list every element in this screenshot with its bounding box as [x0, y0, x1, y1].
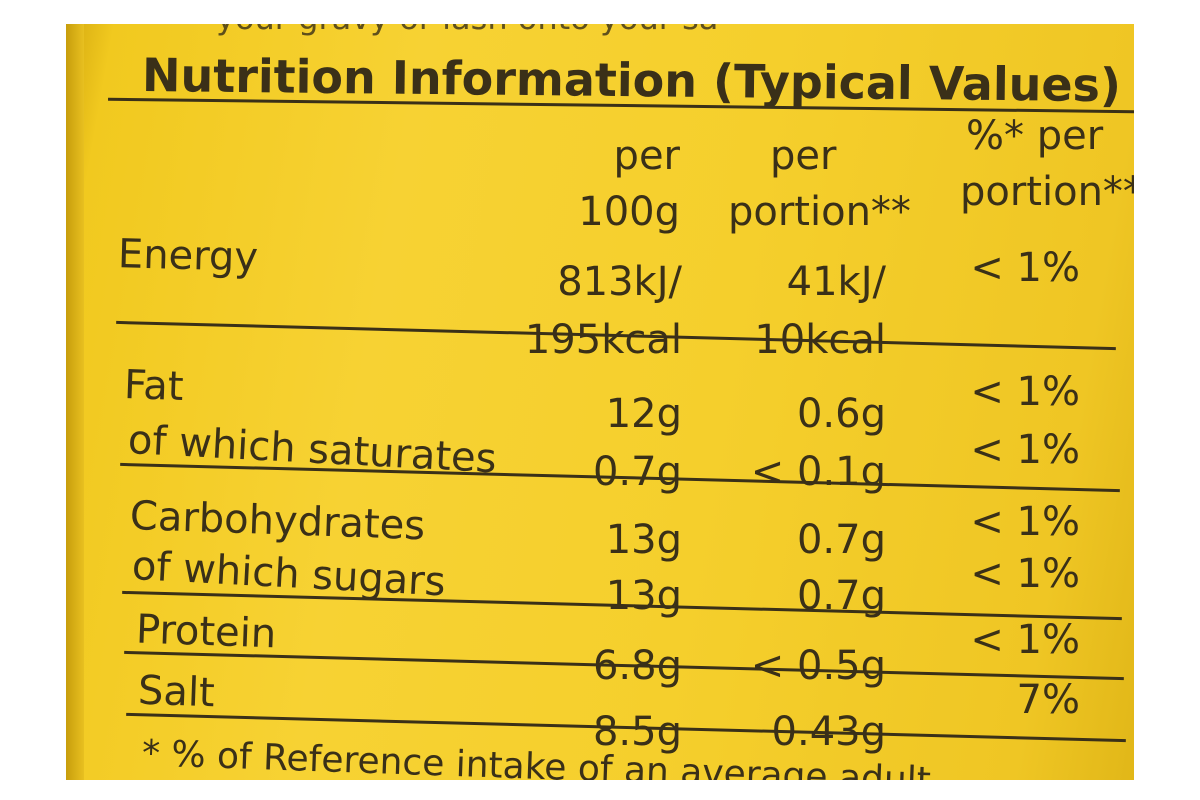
- energy-pct: < 1%: [970, 245, 1080, 291]
- row-name-carbohydrates: Carbohydrates: [129, 493, 426, 550]
- energy-portion-kj: 41kJ/: [786, 259, 886, 305]
- sugars-portion: 0.7g: [796, 573, 886, 619]
- fat-per100: 12g: [605, 391, 682, 437]
- saturates-portion: < 0.1g: [750, 449, 886, 495]
- row-name-salt: Salt: [137, 667, 216, 717]
- salt-portion: 0.43g: [771, 709, 886, 755]
- energy-portion-kcal: 10kcal: [754, 317, 886, 363]
- header-per-portion-line2: portion**: [728, 189, 911, 235]
- header-pct-line1: %* per: [966, 113, 1104, 159]
- salt-per100: 8.5g: [592, 709, 682, 755]
- row-name-energy: Energy: [117, 231, 259, 281]
- sugars-pct: < 1%: [970, 551, 1080, 597]
- carbohydrates-pct: < 1%: [970, 499, 1080, 545]
- header-per-portion-line1: per: [770, 133, 837, 179]
- saturates-per100: 0.7g: [592, 449, 682, 495]
- protein-per100: 6.8g: [592, 643, 682, 689]
- row-name-fat: Fat: [123, 361, 185, 411]
- fat-pct: < 1%: [970, 369, 1080, 415]
- sugars-per100: 13g: [605, 573, 682, 619]
- salt-pct: 7%: [1016, 677, 1080, 723]
- row-name-protein: Protein: [135, 606, 277, 658]
- cropped-top-text: your gravy or lash onto your sa: [216, 24, 718, 34]
- energy-per100-kj: 813kJ/: [557, 259, 682, 305]
- carbohydrates-portion: 0.7g: [796, 517, 886, 563]
- saturates-pct: < 1%: [970, 427, 1080, 473]
- header-pct-line2: portion**: [960, 169, 1134, 215]
- header-per-100g-line1: per: [613, 133, 680, 179]
- protein-pct: < 1%: [970, 617, 1080, 663]
- carbohydrates-per100: 13g: [605, 517, 682, 563]
- energy-per100-kcal: 195kcal: [524, 317, 682, 363]
- fat-portion: 0.6g: [796, 391, 886, 437]
- header-per-100g-line2: 100g: [578, 189, 680, 235]
- nutrition-label-photo: your gravy or lash onto your sa Nutritio…: [66, 24, 1134, 780]
- package-fold-shadow: [66, 24, 84, 780]
- protein-portion: < 0.5g: [750, 643, 886, 689]
